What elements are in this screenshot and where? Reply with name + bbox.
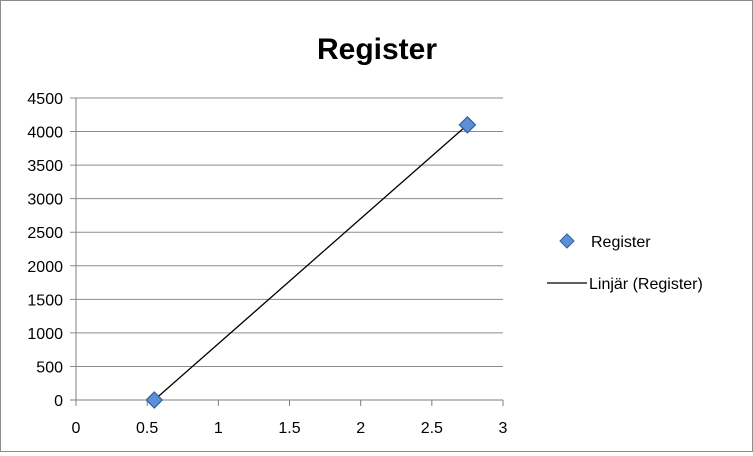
- x-tick-label: 2.5: [421, 420, 443, 437]
- points-layer: [145, 115, 477, 409]
- trendline: [153, 124, 468, 401]
- y-tick-label: 0: [54, 393, 63, 410]
- y-tick-label: 1000: [27, 326, 63, 343]
- x-tick-label: 0: [72, 420, 81, 437]
- x-tick-label: 0.5: [136, 420, 158, 437]
- y-axis-ticks: 0 500 1000 1500 2000 2500 3000 3500 4000 4500: [27, 91, 63, 410]
- legend-item-trendline: Linjär (Register): [547, 276, 703, 293]
- legend-label-trendline: Linjär (Register): [589, 276, 703, 293]
- legend-label-register: Register: [591, 234, 651, 251]
- legend-item-register: Register: [559, 233, 651, 251]
- y-tick-label: 2500: [27, 225, 63, 242]
- x-tick-label: 1.5: [278, 420, 300, 437]
- gridlines: [70, 97, 503, 401]
- legend: Register Linjär (Register): [547, 233, 703, 293]
- y-tick-label: 500: [36, 359, 63, 376]
- trendline-layer: [153, 124, 468, 401]
- data-point-diamond: [458, 115, 477, 134]
- x-axis-ticks: 0 0.5 1 1.5 2 2.5 3: [72, 420, 508, 437]
- y-tick-label: 1500: [27, 292, 63, 309]
- y-tick-label: 3000: [27, 192, 63, 209]
- y-tick-label: 3500: [27, 158, 63, 175]
- chart-title: Register: [317, 33, 437, 66]
- x-tick-label: 2: [356, 420, 365, 437]
- y-tick-label: 4000: [27, 125, 63, 142]
- x-tick-label: 1: [214, 420, 223, 437]
- data-point-diamond: [145, 391, 164, 409]
- axes: [75, 98, 504, 406]
- legend-diamond-icon: [559, 233, 575, 249]
- y-tick-label: 2000: [27, 259, 63, 276]
- y-tick-label: 4500: [27, 91, 63, 108]
- x-tick-label: 3: [499, 420, 508, 437]
